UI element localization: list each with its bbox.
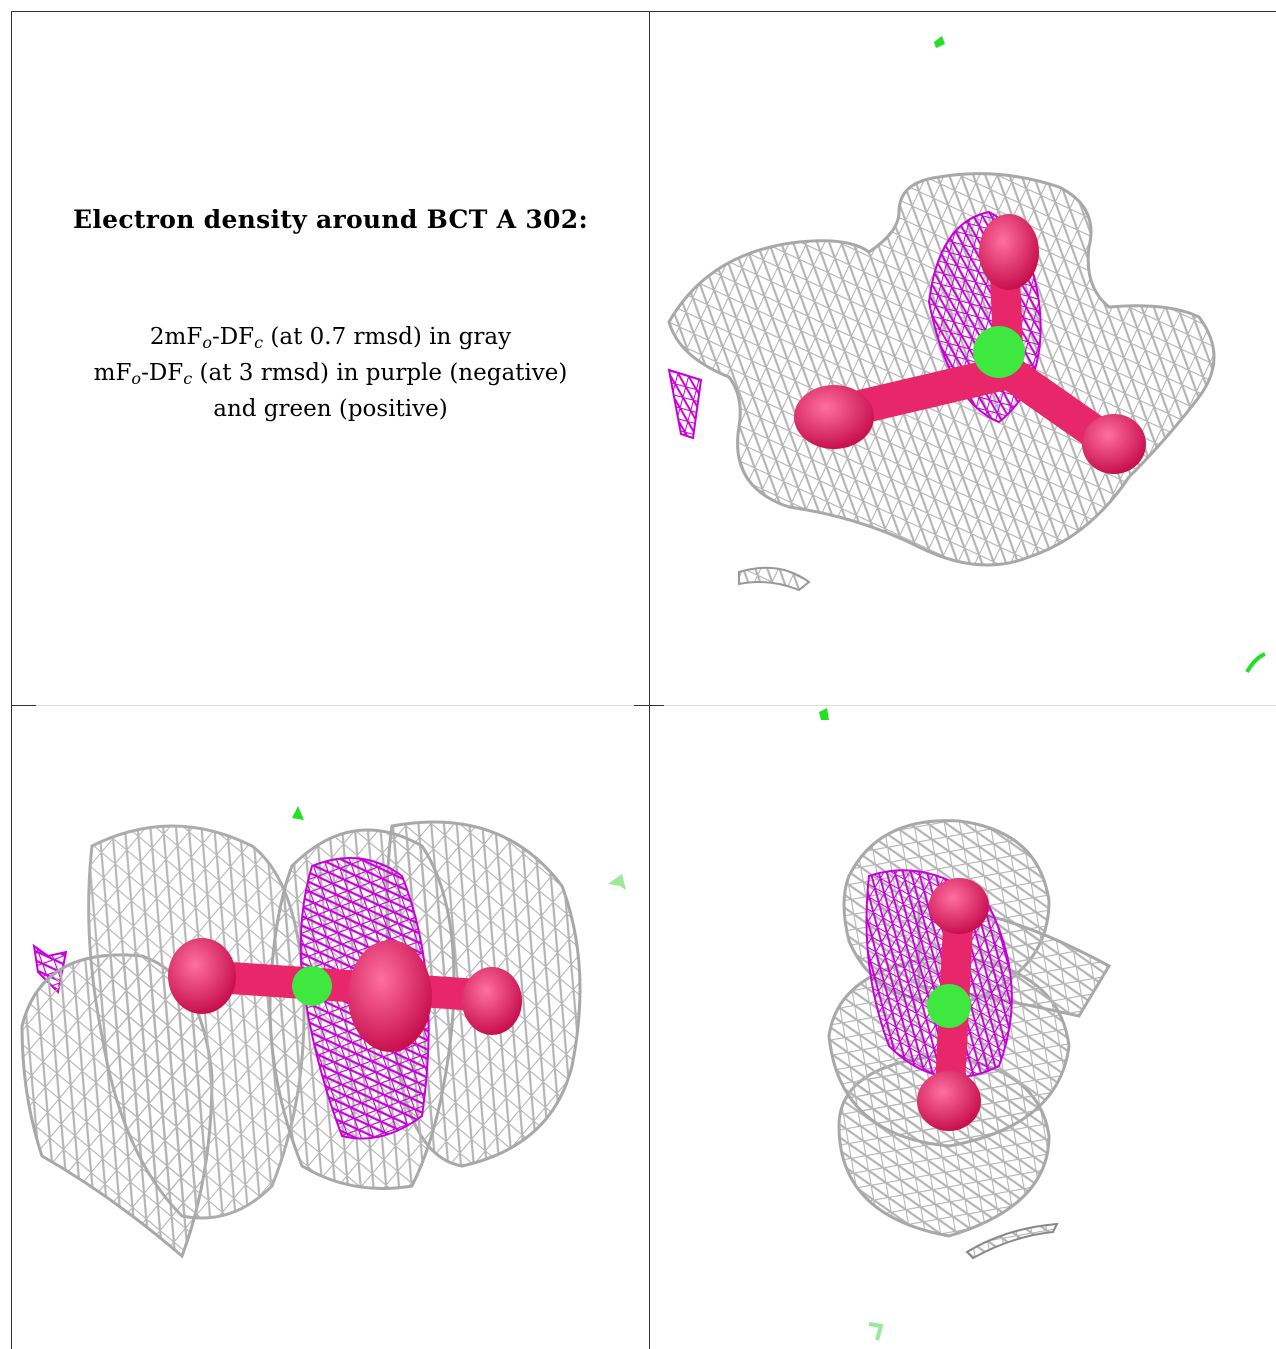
- gray-mesh-main: [667, 172, 1216, 567]
- positive-density-blob: [1245, 652, 1266, 674]
- density-view-2: [12, 706, 649, 1349]
- ligand-oxygen: [348, 940, 432, 1052]
- ligand-oxygen: [794, 385, 874, 449]
- ligand-oxygen: [1082, 414, 1146, 474]
- ligand-carbon: [927, 984, 971, 1028]
- middle-divider-mark-left: [12, 705, 36, 706]
- density-view-3: [649, 706, 1276, 1349]
- density-render-3: [819, 708, 1112, 1341]
- density-render-2: [20, 806, 626, 1259]
- top-border: [12, 11, 1276, 12]
- density-render-1: [667, 36, 1266, 674]
- ligand-bond: [186, 960, 508, 1012]
- density-fragment: [738, 566, 811, 592]
- middle-divider-mark-center: [634, 705, 664, 706]
- center-divider: [649, 11, 650, 1349]
- caption-panel: Electron density around BCT A 302: 2mFo-…: [12, 12, 649, 706]
- ligand-oxygen: [168, 938, 236, 1014]
- ligand-oxygen: [979, 214, 1039, 290]
- caption-line-1: 2mFo-DFc (at 0.7 rmsd) in gray: [149, 324, 512, 352]
- positive-density-blob: [819, 708, 829, 720]
- positive-density-blob: [934, 36, 945, 48]
- gray-mesh-shell: [87, 824, 306, 1220]
- positive-density-blob: [608, 874, 626, 890]
- density-fragment: [965, 1222, 1059, 1260]
- caption-body: 2mFo-DFc (at 0.7 rmsd) in gray mFo-DFc (…: [12, 322, 649, 425]
- ligand-carbon: [973, 326, 1025, 378]
- ligand-carbon: [292, 966, 332, 1006]
- caption-line-3: and green (positive): [213, 396, 448, 422]
- positive-density-blob: [292, 806, 304, 820]
- caption-line-2: mFo-DFc (at 3 rmsd) in purple (negative): [93, 360, 568, 388]
- density-view-1: [649, 12, 1276, 706]
- ligand-oxygen: [462, 967, 522, 1035]
- ligand-oxygen: [929, 878, 989, 934]
- ligand-oxygen: [917, 1071, 981, 1131]
- left-border: [11, 11, 12, 1349]
- caption-title: Electron density around BCT A 302:: [73, 205, 588, 234]
- positive-density-blob: [868, 1322, 884, 1341]
- negative-density-blob: [667, 368, 703, 440]
